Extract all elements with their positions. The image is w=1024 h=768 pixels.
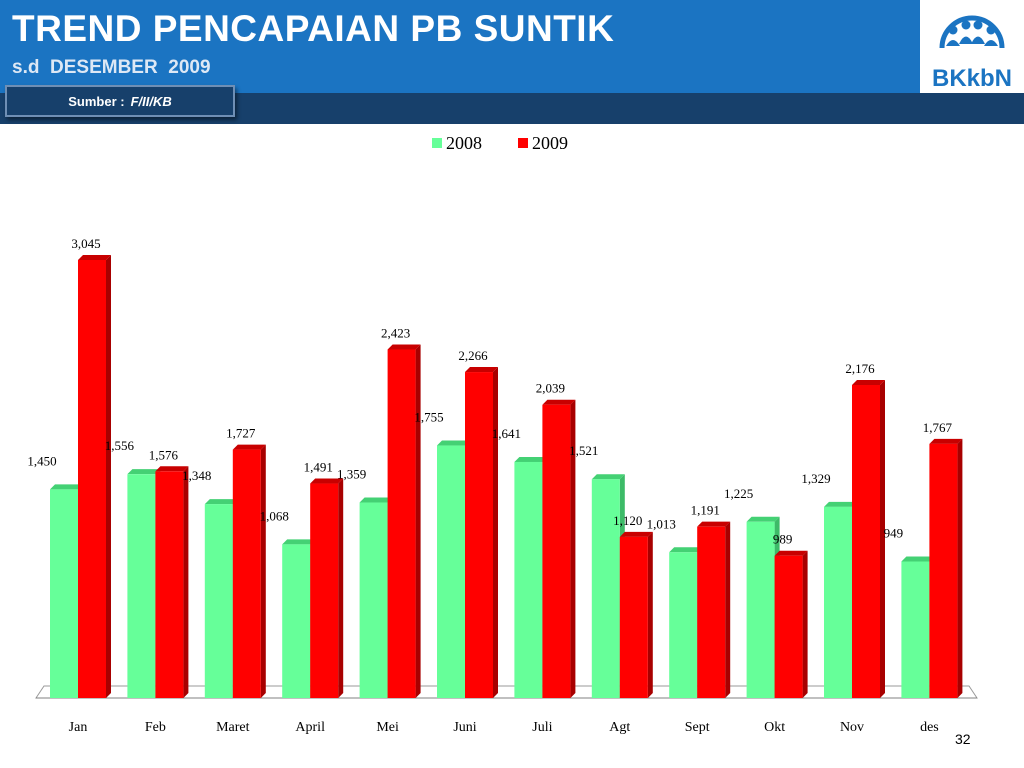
legend-label-2009: 2009 bbox=[532, 133, 568, 153]
x-tick-Nov: Nov bbox=[840, 720, 864, 735]
value-label-2009-Agt: 1,120 bbox=[613, 513, 642, 528]
bar-2008-Jan bbox=[50, 484, 83, 698]
x-tick-Mei: Mei bbox=[376, 720, 399, 735]
bar-2009-Nov bbox=[852, 379, 885, 698]
bar-2009-Okt bbox=[774, 550, 808, 698]
value-label-2009-Maret: 1,727 bbox=[226, 426, 256, 441]
value-label-2009-Juli: 2,039 bbox=[536, 381, 565, 396]
source-label-box: Sumber : F/II/KB bbox=[5, 85, 235, 117]
x-tick-Juni: Juni bbox=[453, 720, 476, 735]
x-tick-Maret: Maret bbox=[216, 720, 250, 735]
bar-2009-Juli bbox=[542, 399, 576, 698]
family-logo-icon: BKkbN bbox=[932, 15, 1012, 92]
value-label-2008-Juni: 1,755 bbox=[414, 410, 443, 425]
value-label-2008-Juli: 1,641 bbox=[492, 426, 521, 441]
page-title: TREND PENCAPAIAN PB SUNTIK bbox=[12, 8, 615, 49]
source-label: Sumber : bbox=[68, 93, 125, 109]
bar-2009-Jan bbox=[78, 255, 111, 698]
value-label-2009-Nov: 2,176 bbox=[845, 361, 875, 376]
value-label-2008-Agt: 1,521 bbox=[569, 443, 598, 458]
legend-swatch-2008 bbox=[432, 138, 442, 148]
value-label-2009-Mei: 2,423 bbox=[381, 325, 410, 340]
x-tick-Juli: Juli bbox=[532, 720, 552, 735]
value-label-2009-Jan: 3,045 bbox=[71, 236, 100, 251]
bar-2009-Feb bbox=[155, 466, 189, 698]
value-label-2008-Okt: 1,225 bbox=[724, 486, 753, 501]
value-label-2008-April: 1,068 bbox=[260, 508, 289, 523]
bar-2009-Maret bbox=[232, 444, 266, 698]
bars-group bbox=[50, 255, 963, 698]
logo: BKkbN bbox=[920, 0, 1024, 93]
legend-item-2008: 2008 bbox=[432, 133, 482, 153]
value-label-2009-Okt: 989 bbox=[773, 532, 793, 547]
value-label-2008-Jan: 1,450 bbox=[27, 453, 56, 468]
x-tick-des: des bbox=[920, 720, 939, 735]
bar-2009-Agt bbox=[619, 531, 653, 698]
value-label-2008-Nov: 1,329 bbox=[801, 471, 830, 486]
x-tick-Okt: Okt bbox=[764, 720, 785, 735]
value-label-2008-des: 949 bbox=[884, 525, 904, 540]
x-tick-Jan: Jan bbox=[69, 720, 88, 735]
logo-text: BKkbN bbox=[932, 65, 1012, 92]
page-subtitle: s.d DESEMBER 2009 bbox=[12, 57, 211, 78]
value-label-2009-April: 1,491 bbox=[304, 460, 333, 475]
x-tick-Sept: Sept bbox=[685, 720, 710, 735]
page-number: 32 bbox=[955, 731, 971, 747]
value-label-2008-Feb: 1,556 bbox=[105, 438, 135, 453]
value-label-2009-Feb: 1,576 bbox=[149, 447, 179, 462]
bar-2009-des bbox=[929, 438, 963, 698]
legend: 2008 2009 bbox=[432, 133, 568, 153]
bar-2009-Juni bbox=[465, 367, 498, 698]
source-value: F/II/KB bbox=[130, 93, 172, 109]
bar-2009-Sept bbox=[697, 521, 731, 698]
bar-2009-Mei bbox=[387, 344, 421, 698]
x-tick-April: April bbox=[295, 720, 325, 735]
value-label-2008-Maret: 1,348 bbox=[182, 468, 211, 483]
value-label-2008-Sept: 1,013 bbox=[647, 516, 676, 531]
value-label-2008-Mei: 1,359 bbox=[337, 467, 366, 482]
legend-swatch-2009 bbox=[518, 138, 528, 148]
value-label-2009-Sept: 1,191 bbox=[691, 503, 720, 518]
legend-item-2009: 2009 bbox=[518, 133, 568, 153]
value-label-2009-des: 1,767 bbox=[923, 420, 953, 435]
x-tick-Feb: Feb bbox=[145, 720, 166, 735]
bar-2009-April bbox=[310, 478, 344, 698]
legend-label-2008: 2008 bbox=[446, 133, 482, 153]
chart-floor bbox=[35, 685, 978, 699]
x-tick-Agt: Agt bbox=[609, 720, 630, 735]
value-label-2009-Juni: 2,266 bbox=[458, 348, 488, 363]
x-axis-ticks: Jan Feb Maret April Mei Juni Juli Agt Sept Okt Nov… bbox=[69, 720, 939, 735]
header-bar: TREND PENCAPAIAN PB SUNTIK s.d DESEMBER … bbox=[0, 0, 920, 93]
